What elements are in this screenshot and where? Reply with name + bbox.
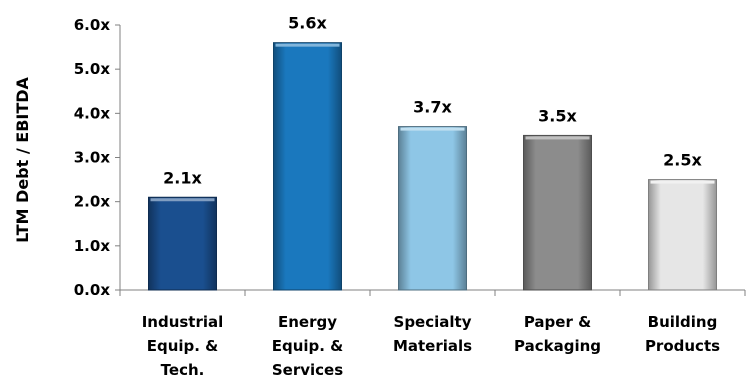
bar-highlight [650, 180, 715, 184]
bar [273, 42, 342, 291]
y-tick-label: 1.0x [74, 237, 111, 255]
x-category-label: Services [272, 361, 343, 379]
bar-highlight [150, 198, 215, 202]
y-tick-label: 3.0x [74, 149, 111, 167]
x-category-label: Paper & [524, 313, 591, 331]
bar-highlight [525, 136, 590, 140]
bar [523, 134, 592, 291]
x-category-label: Tech. [161, 361, 205, 379]
bar-highlight [275, 43, 340, 47]
x-category-label: Specialty [394, 313, 472, 331]
y-tick-label: 4.0x [74, 104, 111, 122]
data-label: 5.6x [288, 14, 327, 33]
data-label: 2.1x [163, 168, 202, 187]
y-tick-label: 2.0x [74, 193, 111, 211]
y-tick-label: 5.0x [74, 60, 111, 78]
bar-highlight [400, 127, 465, 131]
x-category-label: Building [648, 313, 718, 331]
bar [148, 196, 217, 291]
x-category-label: Equip. & [147, 337, 219, 355]
x-category-label: Industrial [142, 313, 224, 331]
data-label: 3.7x [413, 98, 452, 117]
x-category-label: Packaging [514, 337, 601, 355]
data-label: 3.5x [538, 106, 577, 125]
data-label: 2.5x [663, 151, 702, 170]
x-category-label: Products [645, 337, 720, 355]
bar [398, 126, 467, 291]
y-tick-label: 6.0x [74, 16, 111, 34]
y-tick-label: 0.0x [74, 281, 111, 299]
x-category-label: Energy [278, 313, 337, 331]
bar [648, 179, 717, 291]
y-axis-label: LTM Debt / EBITDA [13, 76, 32, 242]
x-category-label: Equip. & [272, 337, 344, 355]
x-category-label: Materials [393, 337, 472, 355]
